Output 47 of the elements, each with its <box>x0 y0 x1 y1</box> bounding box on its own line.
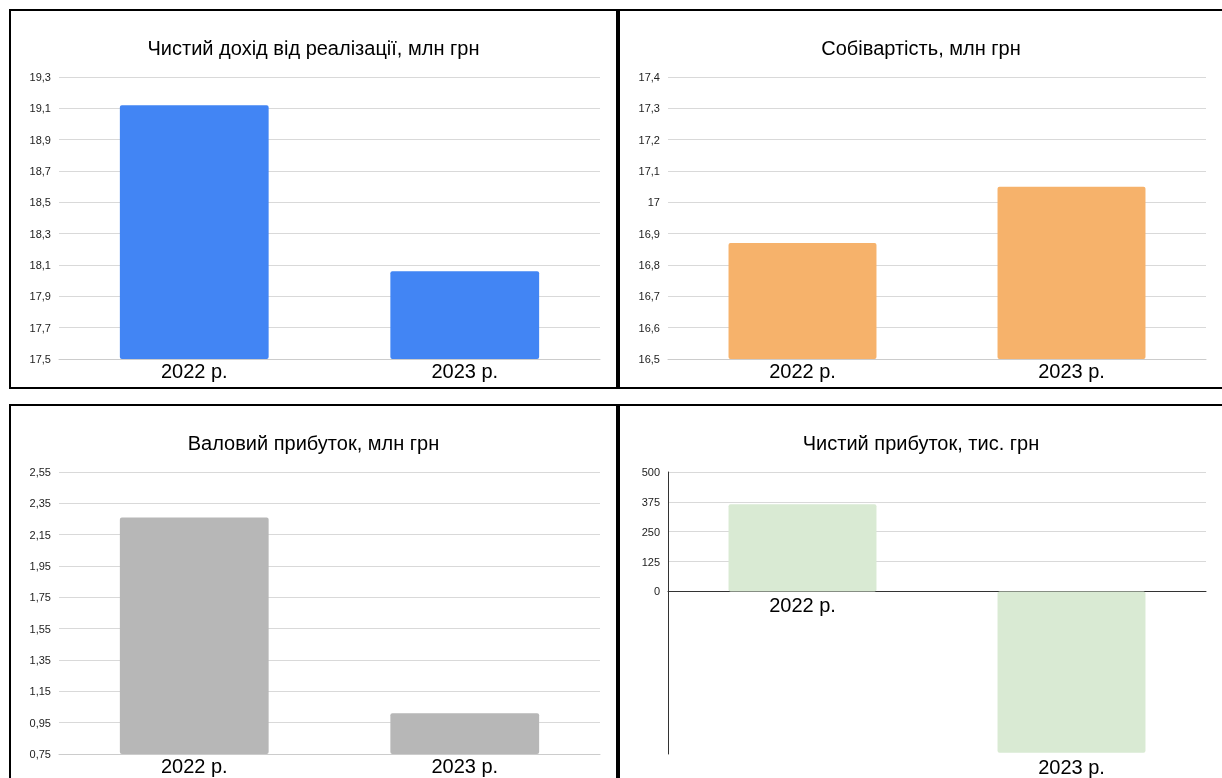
y-tick-label: 17,1 <box>638 165 660 177</box>
x-tick-label: 2023 р. <box>431 755 499 777</box>
y-tick-label: 2,15 <box>29 528 51 541</box>
y-tick-label: 16,9 <box>638 227 660 240</box>
y-tick-label: 0,75 <box>29 748 51 760</box>
y-tick-label: 1,75 <box>29 591 51 604</box>
chart-title: Собівартість, млн грн <box>821 37 1021 59</box>
y-tick-label: 0 <box>653 585 660 598</box>
y-tick-label: 16,6 <box>638 321 660 334</box>
y-tick-label: 17,4 <box>638 71 660 83</box>
y-tick-label: 18,3 <box>29 227 51 240</box>
y-tick-label: 16,5 <box>638 353 660 365</box>
x-tick-label: 2022 р. <box>160 755 228 777</box>
chart-title: Чистий прибуток, тис. грн <box>802 432 1040 454</box>
x-tick-label: 2023 р. <box>1038 755 1105 778</box>
x-tick-label: 2022 р. <box>769 360 836 382</box>
x-tick-label: 2023 р. <box>1038 360 1105 382</box>
y-tick-label: 18,9 <box>29 133 51 146</box>
y-tick-label: 1,55 <box>29 622 51 635</box>
chart-title: Валовий прибуток, млн грн <box>187 432 440 454</box>
y-tick-label: 1,35 <box>29 654 51 666</box>
y-tick-label: 17,3 <box>638 102 660 115</box>
x-tick-label: 2022 р. <box>769 594 836 617</box>
y-tick-label: 18,7 <box>29 165 51 177</box>
y-tick-label: 19,3 <box>29 71 51 83</box>
y-tick-label: 125 <box>641 555 660 568</box>
y-tick-label: 0,95 <box>29 716 51 729</box>
y-tick-label: 18,5 <box>29 196 51 209</box>
y-tick-label: 375 <box>641 495 660 508</box>
y-tick-label: 17,7 <box>29 321 51 334</box>
x-tick-label: 2022 р. <box>160 360 228 382</box>
y-tick-label: 18,1 <box>29 259 51 271</box>
y-tick-label: 17 <box>647 196 660 209</box>
y-tick-label: 1,95 <box>29 560 51 572</box>
chart-title: Чистий дохід від реалізації, млн грн <box>147 37 480 59</box>
y-tick-label: 250 <box>641 525 660 538</box>
y-tick-label: 2,35 <box>29 497 51 510</box>
y-tick-label: 17,2 <box>638 133 660 146</box>
y-tick-label: 2,55 <box>29 466 51 478</box>
y-tick-label: 17,9 <box>29 290 51 303</box>
y-tick-label: 19,1 <box>29 102 51 115</box>
y-tick-label: 16,7 <box>638 290 660 303</box>
x-tick-label: 2023 р. <box>431 360 499 382</box>
y-tick-label: 500 <box>641 466 660 478</box>
y-tick-label: 1,15 <box>29 685 51 698</box>
y-tick-label: 16,8 <box>638 259 660 271</box>
y-tick-label: 17,5 <box>29 353 51 365</box>
